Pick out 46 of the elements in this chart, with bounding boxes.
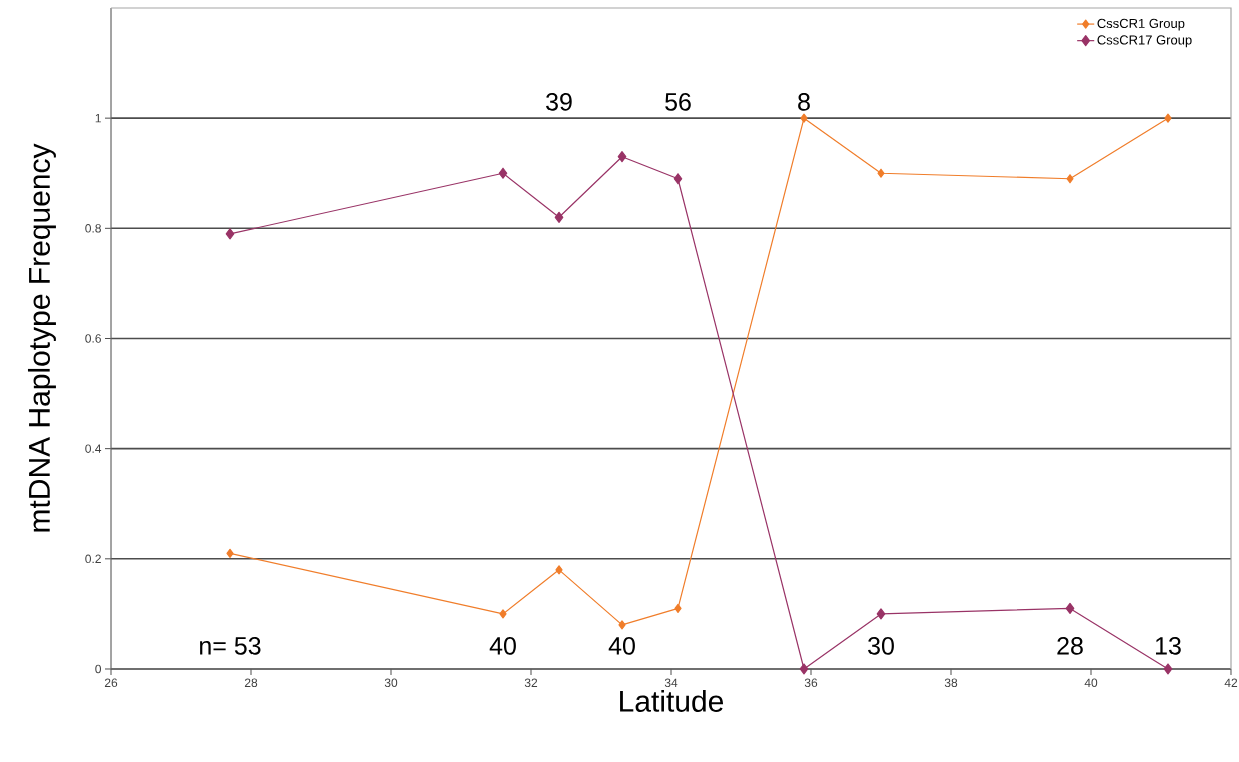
legend-label: CssCR1 Group [1097,18,1185,31]
point [617,151,627,163]
y-axis-title: mtDNA Haplotype Frequency [27,143,56,532]
point [499,609,507,619]
x-tick-label: 34 [664,678,678,688]
annotation: 13 [1156,637,1181,655]
legend-label: CssCR17 Group [1097,35,1192,48]
point [799,663,809,675]
x-tick-label: 40 [1084,678,1098,688]
point [877,168,885,178]
x-tick-label: 38 [944,678,958,688]
point [876,608,886,620]
point [555,565,563,575]
annotation: 56 [665,93,691,111]
point [1163,663,1173,675]
x-tick-label: 32 [524,678,538,688]
annotation: 40 [489,637,516,655]
point [226,548,234,558]
x-tick-label: 30 [384,678,398,688]
annotation: n= 53 [200,637,261,655]
y-tick-label: 0.4 [85,444,102,453]
annotation: 30 [868,637,894,655]
x-tick-label: 42 [1224,678,1238,687]
y-tick-label: 0.6 [85,334,101,343]
annotation: 28 [1057,637,1083,655]
point [225,228,235,240]
x-tick-label: 28 [244,678,258,688]
point [800,113,808,123]
x-tick-label: 26 [104,678,118,688]
y-tick-label: 1 [95,114,101,123]
point [674,603,682,613]
point [1164,113,1172,123]
x-tick-label: 36 [804,678,818,688]
annotation: 8 [798,93,810,111]
x-axis-title: Latitude [620,689,724,712]
y-tick-label: 0.2 [85,554,101,564]
point [1065,602,1075,614]
point [498,167,508,179]
y-tick-label: 0 [95,664,102,674]
point [1066,174,1074,184]
annotation: 40 [608,637,635,655]
point [554,211,564,223]
point [618,620,626,630]
y-tick-label: 0.8 [85,224,101,233]
annotation: 39 [546,93,572,111]
point [673,173,683,185]
